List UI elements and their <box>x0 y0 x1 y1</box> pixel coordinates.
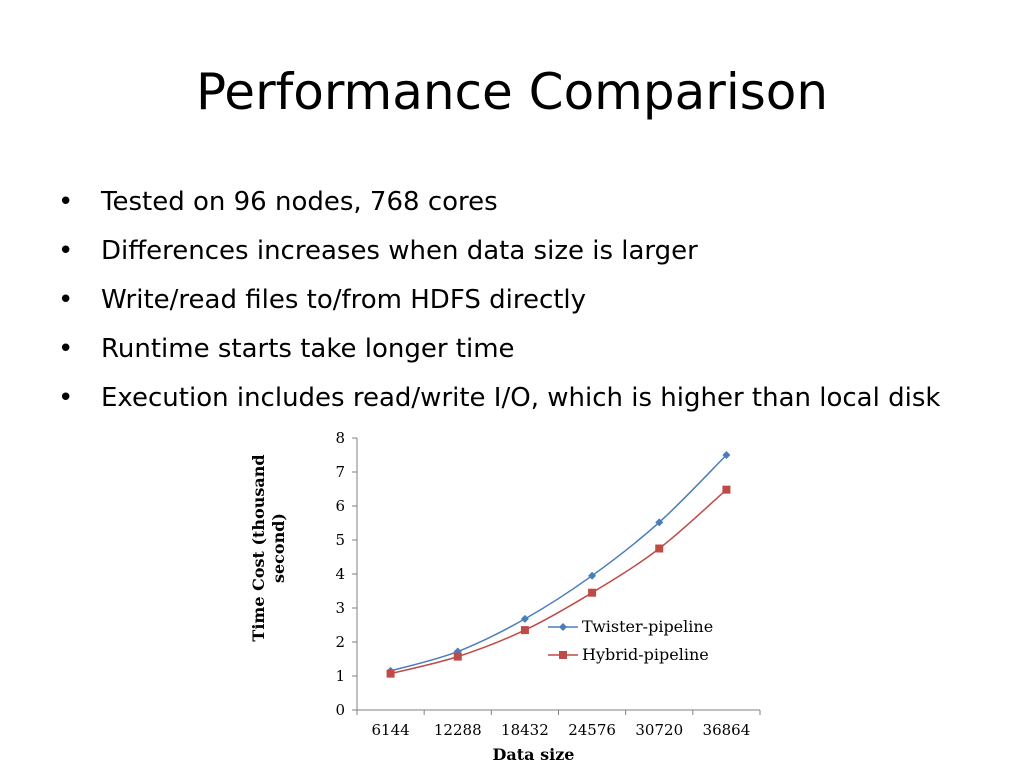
x-axis-title: Data size <box>493 745 575 764</box>
series-line-hybrid-pipeline <box>390 489 727 675</box>
data-point-twister-pipeline <box>722 451 731 459</box>
data-point-twister-pipeline <box>655 518 664 527</box>
y-tick-label: 7 <box>335 463 345 481</box>
bullet-item: • Tested on 96 nodes, 768 cores <box>58 186 958 218</box>
slide-title: Performance Comparison <box>195 63 829 121</box>
y-tick-label: 4 <box>335 565 345 583</box>
y-tick-label: 5 <box>335 531 345 549</box>
legend-label: Hybrid-pipeline <box>582 645 709 664</box>
x-tick-label: 36864 <box>703 721 751 739</box>
y-tick-label: 2 <box>335 633 345 651</box>
bullet-text: Tested on 96 nodes, 768 cores <box>101 187 498 217</box>
bullet-dot-icon: • <box>58 187 74 217</box>
y-axis-title: Time Cost (thousandsecond) <box>249 454 288 641</box>
x-tick-label: 12288 <box>434 721 482 739</box>
bullet-dot-icon: • <box>58 285 74 315</box>
legend-label: Twister-pipeline <box>582 617 713 636</box>
data-point-twister-pipeline <box>520 614 529 623</box>
data-point-hybrid-pipeline <box>722 485 731 494</box>
bullet-item: • Runtime starts take longer time <box>58 333 958 365</box>
bullet-dot-icon: • <box>58 236 74 266</box>
legend-marker <box>559 651 567 659</box>
data-point-hybrid-pipeline <box>453 652 462 661</box>
data-point-hybrid-pipeline <box>520 626 529 635</box>
y-tick-label: 8 <box>335 429 345 447</box>
series-line-twister-pipeline <box>390 454 727 672</box>
bullet-text: Runtime starts take longer time <box>101 334 515 364</box>
data-point-hybrid-pipeline <box>655 544 664 553</box>
y-tick-label: 1 <box>335 667 345 685</box>
bullet-item: • Write/read files to/from HDFS directly <box>58 284 958 316</box>
bullet-text: Execution includes read/write I/O, which… <box>101 383 941 413</box>
bullet-list: • Tested on 96 nodes, 768 cores • Differen… <box>58 186 958 431</box>
bullet-dot-icon: • <box>58 383 74 413</box>
data-point-twister-pipeline <box>588 571 597 580</box>
bullet-text: Write/read files to/from HDFS directly <box>101 285 587 315</box>
data-point-hybrid-pipeline <box>386 669 395 678</box>
bullet-item: • Differences increases when data size is… <box>58 235 958 267</box>
x-tick-label: 24576 <box>568 721 616 739</box>
x-tick-label: 6144 <box>371 721 409 739</box>
y-tick-label: 3 <box>335 599 345 617</box>
legend-marker <box>559 623 567 631</box>
x-tick-label: 30720 <box>635 721 683 739</box>
x-tick-label: 18432 <box>501 721 549 739</box>
data-point-hybrid-pipeline <box>588 588 597 597</box>
y-tick-label: 6 <box>335 497 345 515</box>
bullet-item: • Execution includes read/write I/O, whic… <box>58 382 958 414</box>
bullet-text: Differences increases when data size is … <box>101 236 698 266</box>
bullet-dot-icon: • <box>58 334 74 364</box>
y-tick-label: 0 <box>335 701 345 719</box>
